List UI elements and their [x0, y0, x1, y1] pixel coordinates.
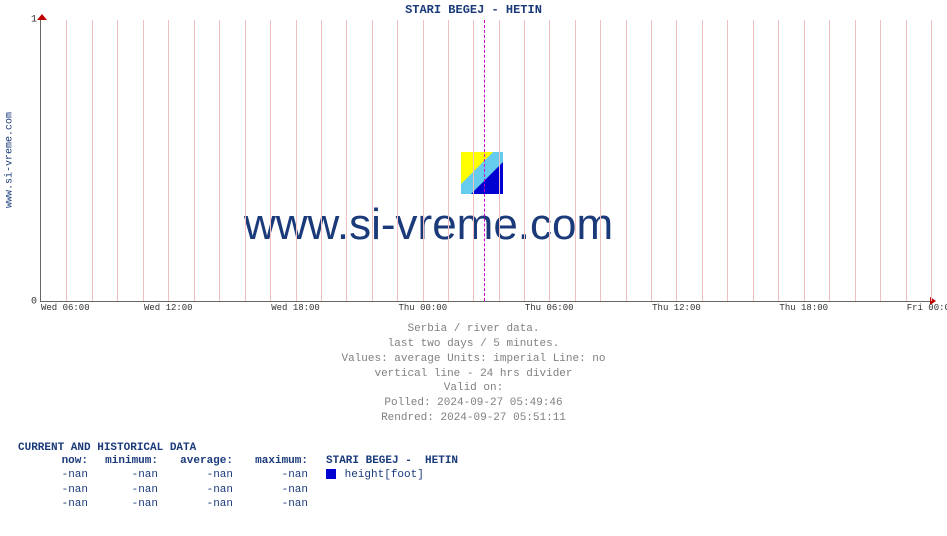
gridline-vertical: [626, 20, 627, 301]
gridline-vertical: [651, 20, 652, 301]
gridline-vertical: [778, 20, 779, 301]
gridline-vertical: [66, 20, 67, 301]
gridline-vertical: [855, 20, 856, 301]
data-table-row: -nan-nan-nan-nan height[foot]: [18, 468, 458, 482]
caption-line: Rendred: 2024-09-27 05:51:11: [0, 411, 947, 426]
y-axis-arrow: [37, 14, 47, 20]
gridline-vertical: [92, 20, 93, 301]
data-table-title: CURRENT AND HISTORICAL DATA: [18, 442, 458, 454]
gridline-vertical: [600, 20, 601, 301]
gridline-vertical: [524, 20, 525, 301]
y-axis-label: www.si-vreme.com: [5, 112, 16, 208]
gridline-vertical: [397, 20, 398, 301]
caption-line: Valid on:: [0, 381, 947, 396]
gridline-vertical: [321, 20, 322, 301]
gridline-vertical: [296, 20, 297, 301]
y-tick-label: 1: [31, 15, 37, 26]
watermark-logo: [461, 152, 503, 194]
x-tick-label: Thu 00:00: [398, 303, 447, 313]
caption-line: vertical line - 24 hrs divider: [0, 367, 947, 382]
x-tick-label: Wed 12:00: [144, 303, 193, 313]
x-tick-label: Fri 00:00: [907, 303, 947, 313]
gridline-vertical: [906, 20, 907, 301]
gridline-vertical: [880, 20, 881, 301]
chart-caption: Serbia / river data.last two days / 5 mi…: [0, 322, 947, 426]
caption-line: Serbia / river data.: [0, 322, 947, 337]
data-table-row: -nan-nan-nan-nan: [18, 497, 458, 511]
gridline-vertical: [753, 20, 754, 301]
gridline-vertical: [423, 20, 424, 301]
divider-24hrs: [484, 20, 485, 301]
data-table: CURRENT AND HISTORICAL DATAnow:minimum:a…: [18, 442, 458, 511]
gridline-vertical: [702, 20, 703, 301]
gridline-vertical: [829, 20, 830, 301]
gridline-vertical: [448, 20, 449, 301]
gridline-vertical: [143, 20, 144, 301]
gridline-vertical: [270, 20, 271, 301]
x-tick-label: Wed 06:00: [41, 303, 90, 313]
caption-line: Polled: 2024-09-27 05:49:46: [0, 396, 947, 411]
gridline-vertical: [499, 20, 500, 301]
gridline-vertical: [804, 20, 805, 301]
x-tick-label: Thu 12:00: [652, 303, 701, 313]
gridline-vertical: [676, 20, 677, 301]
x-tick-label: Wed 18:00: [271, 303, 320, 313]
x-tick-label: Thu 06:00: [525, 303, 574, 313]
chart-title: STARI BEGEJ - HETIN: [0, 3, 947, 17]
gridline-vertical: [575, 20, 576, 301]
caption-line: last two days / 5 minutes.: [0, 337, 947, 352]
series-unit-label: height[foot]: [345, 469, 424, 481]
gridline-vertical: [245, 20, 246, 301]
gridline-vertical: [117, 20, 118, 301]
gridline-vertical: [931, 20, 932, 301]
caption-line: Values: average Units: imperial Line: no: [0, 352, 947, 367]
x-tick-label: Thu 18:00: [779, 303, 828, 313]
gridline-vertical: [346, 20, 347, 301]
series-color-swatch: [326, 469, 336, 479]
chart-plot-area: www.si-vreme.com 01Wed 06:00Wed 12:00Wed…: [40, 20, 930, 302]
data-table-header-row: now:minimum:average:maximum:STARI BEGEJ …: [18, 454, 458, 468]
data-table-row: -nan-nan-nan-nan: [18, 483, 458, 497]
gridline-vertical: [549, 20, 550, 301]
watermark-text: www.si-vreme.com: [244, 200, 613, 250]
gridline-vertical: [194, 20, 195, 301]
gridline-vertical: [219, 20, 220, 301]
gridline-vertical: [168, 20, 169, 301]
y-tick-label: 0: [31, 297, 37, 308]
gridline-vertical: [473, 20, 474, 301]
gridline-vertical: [727, 20, 728, 301]
gridline-vertical: [372, 20, 373, 301]
